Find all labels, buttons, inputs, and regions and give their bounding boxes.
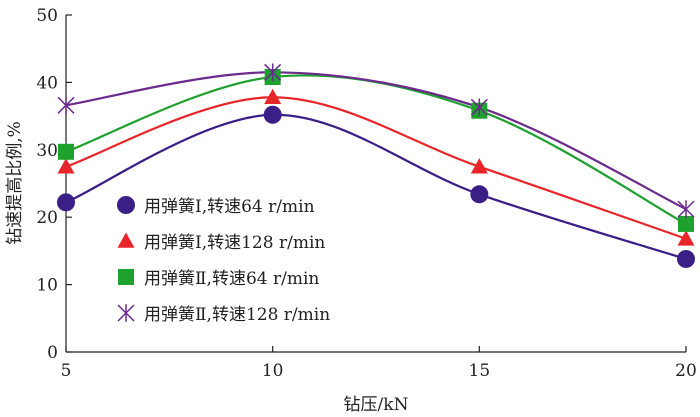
x-tick-label: 5	[61, 361, 72, 381]
series-markers	[57, 63, 695, 268]
data-point-series-2	[57, 158, 75, 174]
series-line-1	[65, 113, 687, 261]
x-tick-label: 20	[675, 361, 697, 381]
data-point-series-4	[470, 98, 488, 117]
legend-marker-3	[118, 269, 134, 285]
legend-marker-1	[117, 196, 135, 214]
y-tick-label: 30	[36, 141, 58, 161]
legend: 用弹簧Ⅰ,转速64 r/min 用弹簧Ⅰ,转速128 r/min 用弹簧Ⅱ,转速64…	[117, 196, 330, 325]
y-tick-label: 50	[36, 6, 58, 26]
x-tick-label: 15	[469, 361, 491, 381]
y-tick-label: 0	[47, 343, 58, 363]
x-axis-label: 钻压/kN	[344, 395, 409, 415]
series-line-4	[65, 71, 687, 211]
legend-marker-4	[117, 304, 135, 322]
data-point-series-4	[677, 200, 695, 218]
y-axis-label: 钻速提高比例,%	[5, 121, 25, 245]
y-tick-label: 40	[36, 73, 58, 93]
data-point-series-4	[264, 63, 282, 82]
series-line-2	[65, 96, 687, 240]
legend-label-2: 用弹簧Ⅰ,转速128 r/min	[144, 233, 325, 253]
legend-label-3: 用弹簧Ⅱ,转速64 r/min	[144, 269, 319, 289]
data-point-series-1	[470, 185, 489, 204]
axes	[65, 15, 686, 353]
data-point-series-2	[677, 230, 695, 246]
legend-label-1: 用弹簧Ⅰ,转速64 r/min	[144, 197, 315, 217]
legend-marker-2	[117, 232, 135, 248]
data-point-series-1	[57, 193, 75, 212]
data-point-series-3	[58, 143, 74, 160]
series-curves	[65, 71, 687, 261]
data-point-series-4	[57, 96, 75, 115]
ticks: 0 10 20 30 40 50 5 10 15 20	[36, 6, 696, 381]
y-tick-label: 20	[36, 208, 58, 228]
data-point-series-2	[470, 158, 488, 174]
y-tick-label: 10	[36, 276, 58, 296]
data-point-series-1	[263, 105, 282, 124]
x-tick-label: 10	[262, 361, 284, 381]
data-point-series-3	[678, 215, 694, 232]
data-point-series-1	[677, 249, 695, 268]
data-point-series-2	[264, 88, 282, 105]
legend-label-4: 用弹簧Ⅱ,转速128 r/min	[144, 305, 330, 325]
